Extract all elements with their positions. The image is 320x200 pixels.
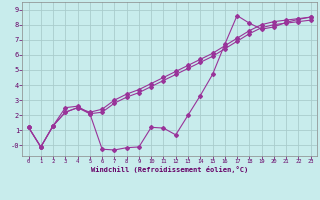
X-axis label: Windchill (Refroidissement éolien,°C): Windchill (Refroidissement éolien,°C) (91, 166, 248, 173)
